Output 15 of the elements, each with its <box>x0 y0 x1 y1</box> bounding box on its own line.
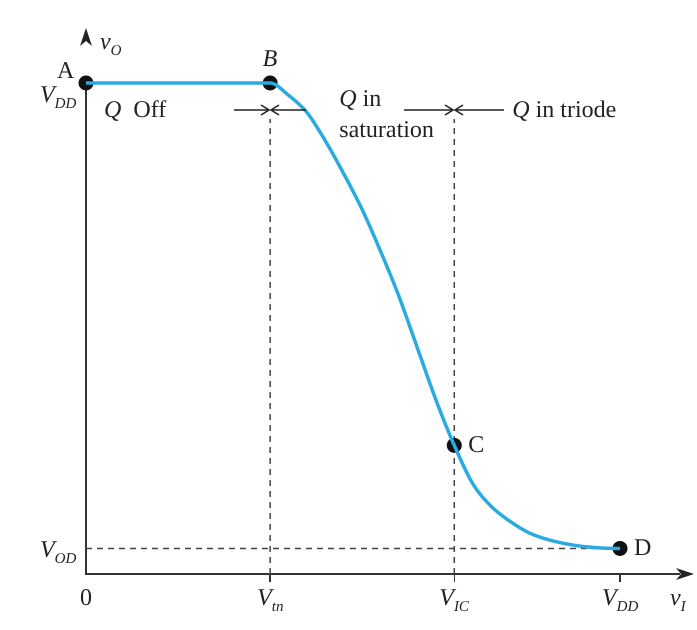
x-tick-label: 0 <box>80 585 92 611</box>
annotation: C <box>468 432 484 458</box>
x-tick-label: V$_{DD}$ <box>602 585 638 615</box>
x-tick-label: V$_{IC}$ <box>439 585 469 615</box>
annotation: A <box>57 58 74 84</box>
annotation: B <box>262 46 278 72</box>
x-axis-title: v$_{I}$ <box>670 585 686 615</box>
y-axis-title: v$_{O}$ <box>100 28 122 58</box>
annotation: Q in triode <box>512 97 616 123</box>
ref-line-label: V$_{OD}$ <box>40 537 76 568</box>
annotation: V$_{DD}$ <box>40 82 76 112</box>
x-tick-label: V$_{tn}$ <box>257 585 284 615</box>
annotation: Q in saturation <box>339 85 434 146</box>
annotation: D <box>634 535 652 562</box>
annotation: Q Off <box>104 97 166 123</box>
